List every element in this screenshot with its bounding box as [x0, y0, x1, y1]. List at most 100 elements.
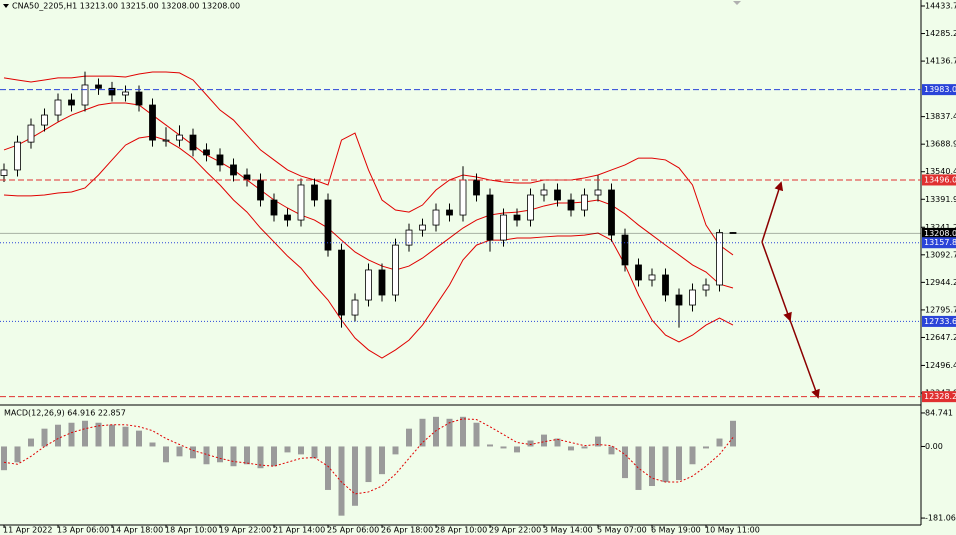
macd-bar — [703, 446, 709, 449]
y-tick-label: 0.00 — [925, 442, 943, 451]
macd-bar — [730, 420, 736, 447]
candle-body — [554, 189, 561, 201]
candle-body — [176, 134, 183, 141]
candle-body — [608, 189, 615, 236]
x-tick-label: 21 Apr 14:00 — [273, 526, 325, 535]
y-tick-label: 12496.45 — [925, 361, 956, 370]
macd-bar — [298, 446, 304, 455]
candle-body — [540, 189, 548, 196]
x-tick-label: 28 Apr 10:00 — [435, 526, 487, 535]
macd-bar — [554, 438, 561, 447]
candle-body — [365, 269, 372, 301]
macd-bar — [662, 446, 669, 483]
candle-body — [351, 299, 359, 316]
candle-body — [473, 179, 480, 196]
level-label-bg — [922, 237, 956, 249]
macd-bar — [365, 446, 372, 483]
candle-body — [243, 174, 251, 181]
macd-bar — [136, 430, 142, 447]
shift-marker — [733, 1, 741, 5]
macd-bar — [406, 428, 412, 447]
y-tick-label: 13391.95 — [925, 195, 956, 204]
x-tick-label: 11 Apr 2022 — [3, 526, 52, 535]
candle-body — [27, 124, 35, 143]
y-tick-label: -181.065 — [925, 514, 956, 523]
macd-bar — [163, 446, 169, 463]
macd-bar — [338, 446, 345, 516]
level-label: 12328.20 — [924, 392, 956, 401]
macd-bar — [28, 438, 34, 447]
candle-body — [675, 294, 683, 306]
candle-body — [122, 91, 129, 96]
candle-body — [500, 214, 507, 241]
candle-body — [392, 244, 399, 296]
macd-bar — [622, 446, 628, 479]
y-tick-label: 13837.45 — [925, 112, 956, 121]
candle-body — [41, 114, 48, 126]
macd-signal — [3, 418, 734, 495]
macd-bar — [568, 446, 574, 451]
macd-bar — [82, 420, 88, 447]
y-tick-label: 14136.70 — [925, 57, 956, 66]
candle-body — [108, 87, 116, 96]
y-tick-label: 14285.20 — [925, 29, 956, 38]
macd-bar — [244, 446, 250, 465]
candle-body — [135, 91, 143, 106]
candle-body — [149, 104, 156, 141]
macd-bar — [284, 446, 291, 453]
macd-bar — [1, 446, 7, 471]
candle-body — [662, 274, 669, 296]
macd-bar — [473, 422, 480, 447]
level-label-bg — [922, 315, 956, 327]
macd-bar — [379, 446, 385, 475]
candle-body — [297, 184, 305, 221]
x-tick-label: 18 Apr 10:00 — [165, 526, 217, 535]
macd-bar — [109, 424, 115, 447]
macd-title: MACD(12,26,9) 64.916 22.857 — [4, 409, 126, 418]
macd-bar — [635, 446, 642, 490]
x-tick-label: 3 May 14:00 — [543, 526, 593, 535]
x-tick-label: 10 May 11:00 — [705, 526, 760, 535]
y-tick-label: 13092.70 — [925, 250, 956, 259]
y-tick-label: 12795.70 — [925, 305, 956, 314]
candle-body — [459, 179, 467, 216]
macd-bar — [500, 446, 507, 449]
macd-bar — [460, 416, 466, 447]
candle-body — [95, 84, 102, 89]
candle-body — [594, 189, 602, 196]
macd-bar — [311, 446, 318, 459]
chart-title: CNA50_2205,H1 13213.00 13215.00 13208.00… — [12, 2, 240, 11]
candle-body — [162, 139, 170, 142]
candle-body — [527, 194, 534, 221]
level-label: 13496.03 — [924, 175, 956, 184]
y-tick-label: 13688.95 — [925, 140, 956, 149]
x-tick-label: 13 Apr 06:00 — [57, 526, 109, 535]
candle-body — [284, 214, 291, 221]
candle-body — [419, 224, 426, 231]
x-tick-label: 29 Apr 22:00 — [489, 526, 541, 535]
level-label: 13983.00 — [924, 85, 956, 94]
macd-bar — [392, 446, 399, 455]
macd-bar — [95, 422, 102, 447]
macd-bar — [446, 418, 453, 447]
x-tick-label: 26 Apr 18:00 — [381, 526, 433, 535]
macd-bar — [527, 440, 534, 447]
y-tick-label: 84.741 — [925, 408, 953, 417]
macd-bar — [608, 446, 615, 455]
menu-triangle — [3, 4, 9, 8]
candle-body — [257, 179, 264, 201]
macd-bar — [55, 424, 61, 447]
candle-body — [338, 249, 345, 316]
macd-bar — [716, 438, 723, 447]
candle-body — [216, 154, 224, 166]
candle-body — [81, 84, 89, 106]
macd-bar — [176, 446, 183, 457]
macd-bar — [595, 436, 601, 447]
candle-body — [567, 199, 575, 211]
forecast-arrows — [761, 181, 820, 399]
macd-bar — [514, 446, 520, 453]
